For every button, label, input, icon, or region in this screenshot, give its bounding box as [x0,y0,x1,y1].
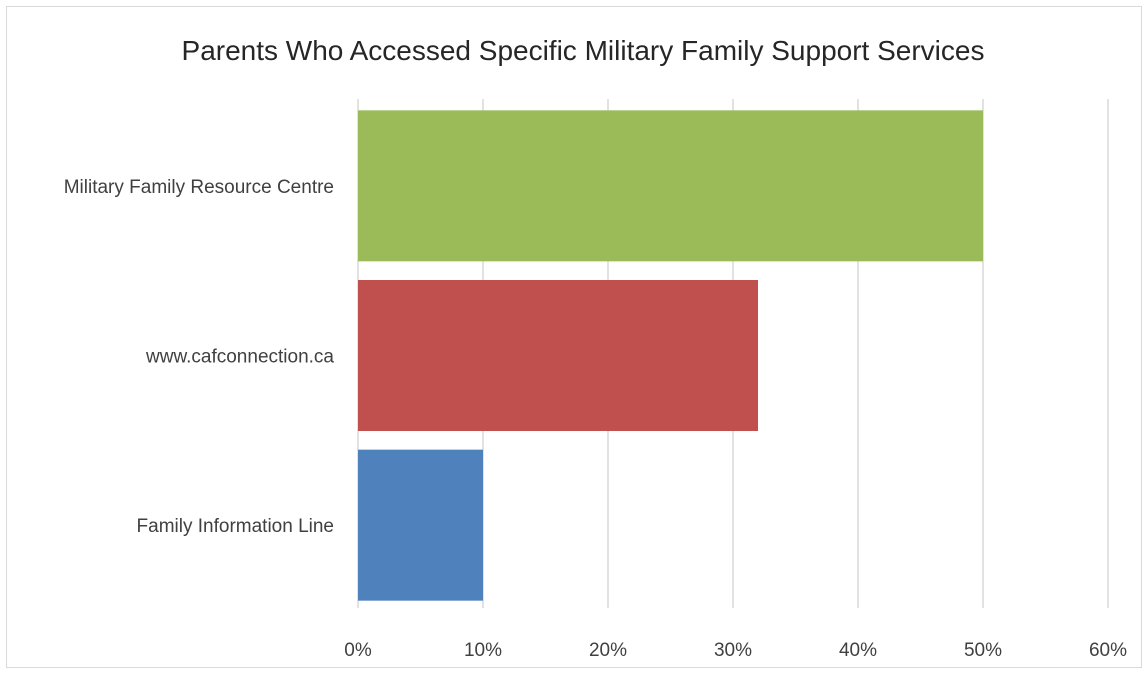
x-tick-label: 50% [964,640,1002,661]
category-label: Family Information Line [137,516,334,537]
x-tick-labels: 0% 10% 20% 30% 40% 50% 60% [344,640,1127,661]
category-labels: Military Family Resource Centre www.cafco… [64,177,335,537]
x-tick-label: 30% [714,640,752,661]
bar [358,110,983,262]
chart-title: Parents Who Accessed Specific Military F… [182,35,985,66]
x-tick-label: 40% [839,640,877,661]
bar [358,449,483,601]
bars [358,110,983,601]
x-tick-label: 0% [344,640,372,661]
x-tick-label: 10% [464,640,502,661]
category-label: www.cafconnection.ca [145,347,334,368]
bar [358,279,758,432]
x-tick-label: 60% [1089,640,1127,661]
x-tick-label: 20% [589,640,627,661]
category-label: Military Family Resource Centre [64,177,334,198]
